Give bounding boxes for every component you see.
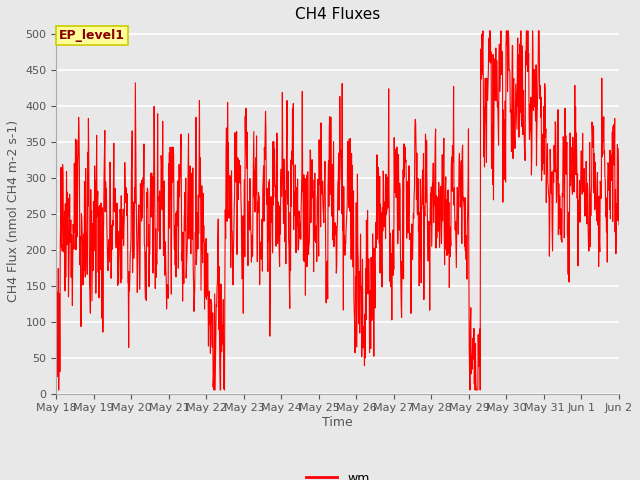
wm <box>52 372 60 378</box>
Y-axis label: CH4 Flux (nmol CH4 m-2 s-1): CH4 Flux (nmol CH4 m-2 s-1) <box>7 120 20 301</box>
wm <box>241 254 249 260</box>
wm <box>479 28 487 34</box>
X-axis label: Time: Time <box>323 416 353 429</box>
wm <box>164 295 172 301</box>
Title: CH4 Fluxes: CH4 Fluxes <box>295 7 380 22</box>
wm <box>615 222 623 228</box>
Line: wm: wm <box>56 31 619 390</box>
wm <box>178 258 186 264</box>
Text: EP_level1: EP_level1 <box>59 29 125 42</box>
wm <box>55 387 63 393</box>
wm <box>426 232 433 238</box>
wm <box>499 107 507 113</box>
Legend: wm: wm <box>301 467 374 480</box>
wm <box>549 203 557 209</box>
